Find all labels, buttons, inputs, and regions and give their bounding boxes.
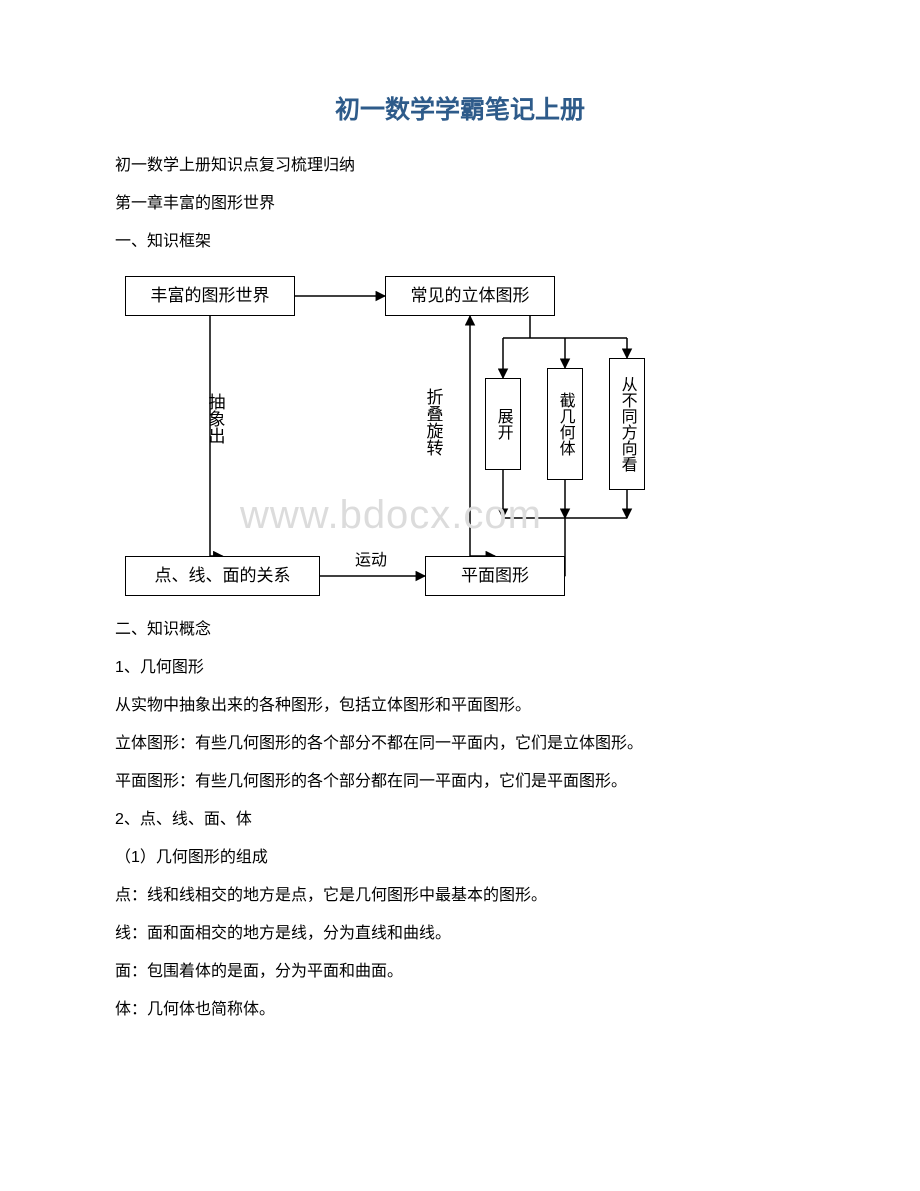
diagram-node-n3: 点、线、面的关系 <box>125 556 320 596</box>
watermark: www.bdocx.com <box>240 493 542 538</box>
body-line: （1）几何图形的组成 <box>115 846 805 870</box>
diagram-node-n1: 丰富的图形世界 <box>125 276 295 316</box>
body-line: 体：几何体也简称体。 <box>115 998 805 1022</box>
diagram-node-n6: 截几何体 <box>547 368 583 480</box>
page-title: 初一数学学霸笔记上册 <box>115 90 805 126</box>
body-line: 平面图形：有些几何图形的各个部分都在同一平面内，它们是平面图形。 <box>115 770 805 794</box>
diagram-edge-label-e3: 运动 <box>355 552 387 570</box>
diagram-node-n4: 平面图形 <box>425 556 565 596</box>
diagram-edge-label-e2: 折叠旋转 <box>423 388 443 456</box>
body-line: 面：包围着体的是面，分为平面和曲面。 <box>115 960 805 984</box>
body-line: 线：面和面相交的地方是线，分为直线和曲线。 <box>115 922 805 946</box>
diagram-edge-label-e1: 抽象出 <box>205 393 225 444</box>
body-line: 2、点、线、面、体 <box>115 808 805 832</box>
body-line: 第一章丰富的图形世界 <box>115 192 805 216</box>
diagram-node-n2: 常见的立体图形 <box>385 276 555 316</box>
body-line: 二、知识概念 <box>115 618 805 642</box>
body-line: 从实物中抽象出来的各种图形，包括立体图形和平面图形。 <box>115 694 805 718</box>
diagram-node-n7: 从不同方向看 <box>609 358 645 490</box>
body-line: 一、知识框架 <box>115 230 805 254</box>
body-line: 1、几何图形 <box>115 656 805 680</box>
body-line: 点：线和线相交的地方是点，它是几何图形中最基本的图形。 <box>115 884 805 908</box>
body-line: 立体图形：有些几何图形的各个部分不都在同一平面内，它们是立体图形。 <box>115 732 805 756</box>
body-line: 初一数学上册知识点复习梳理归纳 <box>115 154 805 178</box>
diagram-node-n5: 展开 <box>485 378 521 470</box>
knowledge-framework-diagram: www.bdocx.com 丰富的图形世界 常见的立体图形点、线、面的关系 平面图形… <box>115 268 675 608</box>
